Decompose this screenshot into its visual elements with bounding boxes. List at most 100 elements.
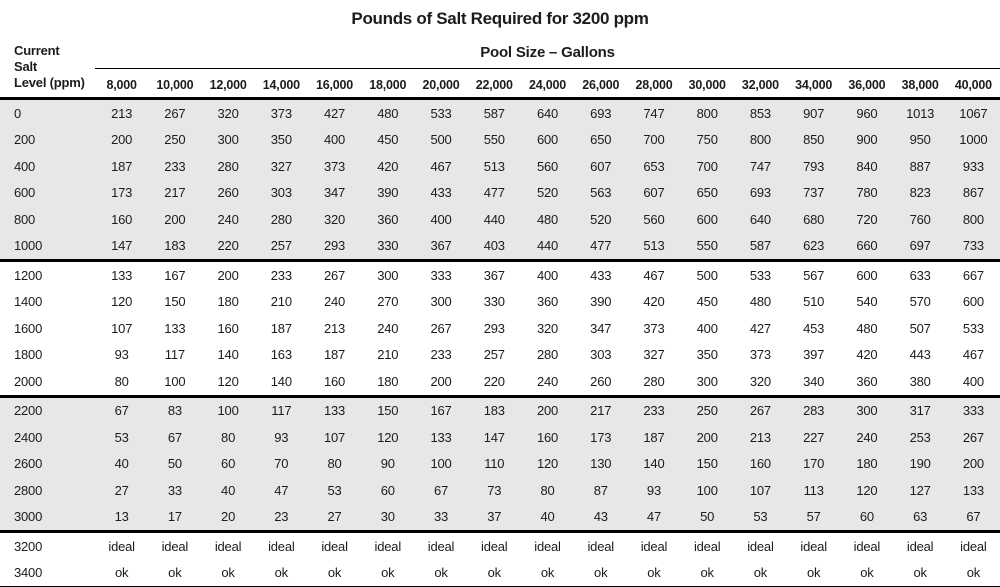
table-cell: 120	[377, 429, 399, 445]
table-cell: 140	[643, 456, 665, 472]
table-row: 1800 93 117 140 163 187 210 233 257 280 303 327 350 3…	[0, 342, 1000, 369]
table-cell: 23	[274, 509, 289, 525]
table-cell: 73	[487, 482, 502, 498]
column-header: 40,000	[954, 78, 992, 92]
table-cell: 300	[377, 267, 399, 283]
table-cell: 100	[430, 456, 452, 472]
table-cell: 300	[430, 294, 452, 310]
table-cell: 233	[643, 403, 665, 419]
table-cell: 80	[221, 429, 236, 445]
table-cell: 760	[909, 211, 931, 227]
table-cell: 250	[164, 132, 186, 148]
table-cell: 187	[324, 347, 346, 363]
table-cell: ok	[540, 565, 555, 581]
column-header: 22,000	[475, 78, 513, 92]
table-cell: 150	[696, 456, 718, 472]
table-cell: 173	[111, 185, 133, 201]
column-headers: 8,000 10,000 12,000 14,000 16,000 18,000 20,00…	[95, 69, 1000, 97]
table-cell: ideal	[853, 538, 881, 554]
column-group: Pool Size – Gallons 8,000 10,000 12,000 14,…	[95, 34, 1000, 97]
table-cell: 693	[590, 105, 612, 121]
block-separator	[0, 259, 1000, 262]
table-cell: 183	[164, 238, 186, 254]
row-label: 800	[14, 211, 36, 227]
table-cell: 700	[696, 158, 718, 174]
table-cell: 570	[909, 294, 931, 310]
table-cell: 60	[221, 456, 236, 472]
table-cell: 340	[803, 373, 825, 389]
table-cell: 200	[164, 211, 186, 227]
table-cell: 133	[962, 482, 984, 498]
table-cell: 107	[324, 429, 346, 445]
table-cell: 267	[430, 320, 452, 336]
table-row: 2600 40 50 60 70 80 90 100 110 120 130 140 150 160 170…	[0, 450, 1000, 477]
table-row: 400 187 233 280 327 373 420 467 513 560 607 653 700 7…	[0, 153, 1000, 180]
table-cell: 607	[643, 185, 665, 201]
table-cell: 400	[430, 211, 452, 227]
table-cell: 440	[483, 211, 505, 227]
table-cell: 300	[696, 373, 718, 389]
table-cell: 397	[803, 347, 825, 363]
table-cell: 350	[696, 347, 718, 363]
table-cell: 50	[167, 456, 182, 472]
table-cell: 600	[696, 211, 718, 227]
table-cell: 480	[749, 294, 771, 310]
table-cell: 300	[217, 132, 239, 148]
table-cell: ideal	[161, 538, 189, 554]
row-label: 2800	[14, 482, 43, 498]
table-cell: 450	[696, 294, 718, 310]
table-cell: ok	[487, 565, 502, 581]
table-cell: 213	[111, 105, 133, 121]
table-cell: 347	[324, 185, 346, 201]
table-cell: 427	[324, 105, 346, 121]
table-cell: 567	[803, 267, 825, 283]
table-cell: 793	[803, 158, 825, 174]
row-header-line-1: Current	[14, 43, 60, 58]
row-label: 600	[14, 185, 36, 201]
column-header: 8,000	[106, 78, 137, 92]
table-cell: 367	[430, 238, 452, 254]
table-cell: 50	[700, 509, 715, 525]
table-cell: 560	[643, 211, 665, 227]
column-group-label: Pool Size – Gallons	[480, 44, 615, 61]
table-cell: 1000	[959, 132, 988, 148]
column-header: 32,000	[741, 78, 779, 92]
table-cell: 107	[749, 482, 771, 498]
row-label: 2400	[14, 429, 43, 445]
table-cell: 40	[221, 482, 236, 498]
table-cell: 200	[536, 403, 559, 419]
table-cell: 960	[856, 105, 878, 121]
table-cell: 257	[270, 238, 292, 254]
table-cell: 380	[909, 373, 931, 389]
table-cell: 240	[536, 373, 559, 389]
table-cell: ideal	[427, 538, 455, 554]
table-cell: 250	[696, 403, 718, 419]
table-cell: 840	[856, 158, 878, 174]
table-cell: 213	[324, 320, 346, 336]
table-cell: ideal	[960, 538, 987, 554]
table-cell: 127	[909, 482, 931, 498]
table-cell: 320	[536, 320, 559, 336]
table-cell: 147	[111, 238, 133, 254]
table-cell: ideal	[268, 538, 295, 554]
table-cell: 303	[270, 185, 292, 201]
table-cell: 280	[270, 211, 292, 227]
table-cell: 347	[590, 320, 612, 336]
table-row: 800 160 200 240 280 320 360 400 440 480 520 560 600 6…	[0, 206, 1000, 233]
table-row: 1600 107 133 160 187 213 240 267 293 320 347 373 400…	[0, 315, 1000, 342]
table-cell: 233	[270, 267, 292, 283]
table-cell: 720	[856, 211, 878, 227]
table-cell: 173	[590, 429, 612, 445]
table-cell: ok	[966, 565, 981, 581]
table-cell: 400	[324, 132, 346, 148]
table-cell: 37	[487, 509, 502, 525]
table-cell: 650	[590, 132, 612, 148]
row-header-label: Current Salt Level (ppm)	[0, 34, 95, 97]
table-cell: 600	[962, 294, 984, 310]
table-cell: 267	[164, 105, 186, 121]
column-header: 36,000	[848, 78, 886, 92]
table-cell: 660	[856, 238, 878, 254]
table-cell: 293	[483, 320, 505, 336]
table-cell: 43	[593, 509, 608, 525]
table-cell: ideal	[906, 538, 934, 554]
